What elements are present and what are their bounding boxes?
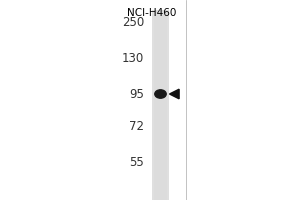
Bar — [152, 10, 169, 200]
Text: 72: 72 — [129, 120, 144, 134]
Text: 250: 250 — [122, 17, 144, 29]
Text: 130: 130 — [122, 52, 144, 66]
Text: 55: 55 — [129, 156, 144, 170]
Text: 95: 95 — [129, 88, 144, 100]
Polygon shape — [169, 89, 179, 99]
Bar — [154, 10, 167, 200]
Text: NCI-H460: NCI-H460 — [127, 8, 176, 18]
Ellipse shape — [155, 90, 166, 98]
